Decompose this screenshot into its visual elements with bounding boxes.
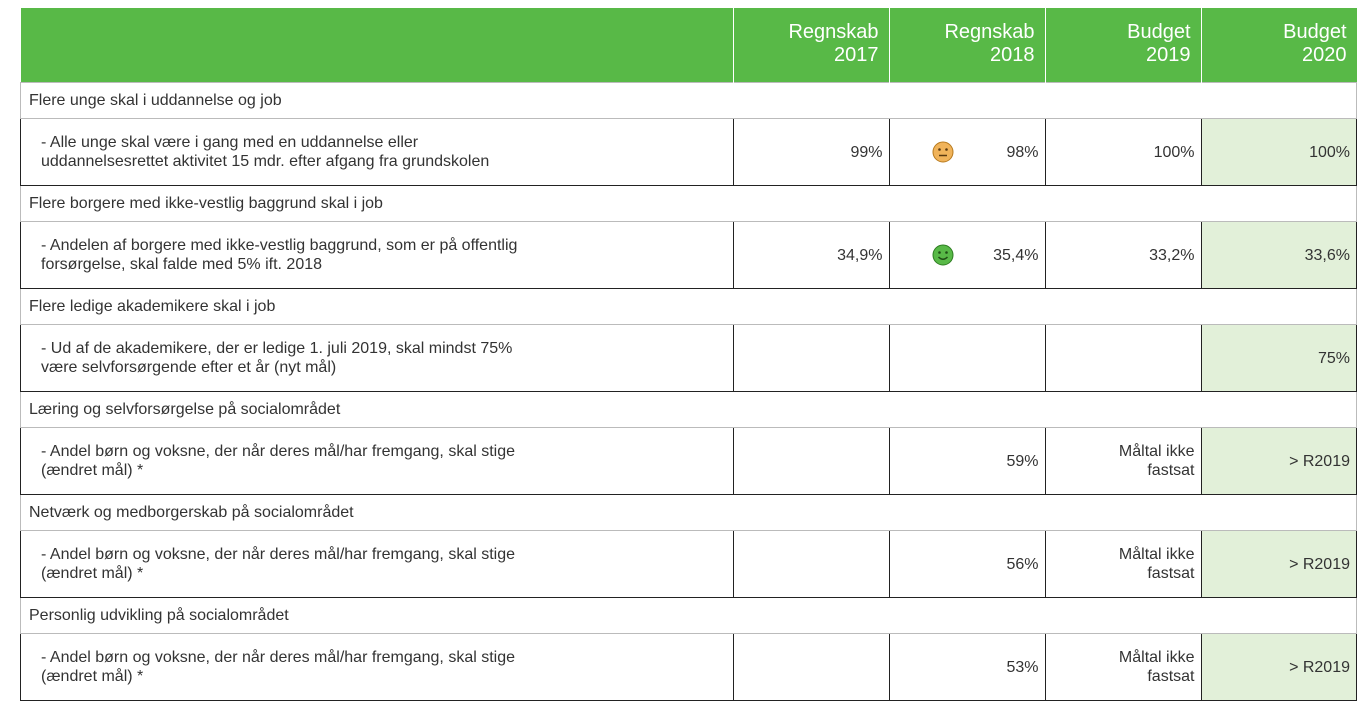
header-cell bbox=[20, 8, 733, 83]
status-icon bbox=[932, 244, 953, 266]
empty-cell bbox=[732, 427, 890, 495]
section-row: Netværk og medborgerskab på socialområde… bbox=[20, 494, 1357, 531]
value-cell: 33,2% bbox=[1044, 221, 1202, 289]
goal-label: - Andel børn og voksne, der når deres må… bbox=[20, 530, 734, 598]
goal-row: - Andel børn og voksne, der når deres må… bbox=[20, 427, 1357, 495]
value-cell: > R2019 bbox=[1200, 530, 1357, 598]
section-title: Personlig udvikling på socialområdet bbox=[20, 597, 1357, 634]
empty-cell bbox=[732, 530, 890, 598]
goal-label: - Ud af de akademikere, der er ledige 1.… bbox=[20, 324, 734, 392]
status-icon bbox=[932, 141, 953, 163]
goal-label: - Andel børn og voksne, der når deres må… bbox=[20, 633, 734, 701]
section-title: Netværk og medborgerskab på socialområde… bbox=[20, 494, 1357, 531]
empty-cell bbox=[732, 324, 890, 392]
goal-row: - Alle unge skal være i gang med en udda… bbox=[20, 118, 1357, 186]
value-cell: 99% bbox=[732, 118, 890, 186]
value-cell: Måltal ikke fastsat bbox=[1044, 530, 1202, 598]
header-row: Regnskab 2017 Regnskab 2018 Budget 2019 Bud… bbox=[20, 8, 1357, 83]
section-row: Flere ledige akademikere skal i job bbox=[20, 288, 1357, 325]
table-body: Flere unge skal i uddannelse og job - All… bbox=[20, 82, 1357, 701]
goal-label: - Alle unge skal være i gang med en udda… bbox=[20, 118, 734, 186]
column-header: Budget 2020 bbox=[1200, 8, 1357, 83]
value-cell: > R2019 bbox=[1200, 633, 1357, 701]
value-cell: 33,6% bbox=[1200, 221, 1357, 289]
value-cell: 56% bbox=[888, 530, 1046, 598]
section-title: Flere ledige akademikere skal i job bbox=[20, 288, 1357, 325]
goal-row: - Andelen af borgere med ikke-vestlig ba… bbox=[20, 221, 1357, 289]
value-cell: 98% bbox=[888, 118, 1046, 186]
value-cell: 59% bbox=[888, 427, 1046, 495]
goal-row: - Andel børn og voksne, der når deres må… bbox=[20, 530, 1357, 598]
section-title: Læring og selvforsørgelse på socialområd… bbox=[20, 391, 1357, 428]
value-cell: 75% bbox=[1200, 324, 1357, 392]
section-row: Flere unge skal i uddannelse og job bbox=[20, 82, 1357, 119]
value-cell: 100% bbox=[1200, 118, 1357, 186]
value-cell: > R2019 bbox=[1200, 427, 1357, 495]
goal-row: - Ud af de akademikere, der er ledige 1.… bbox=[20, 324, 1357, 392]
section-row: Flere borgere med ikke-vestlig baggrund … bbox=[20, 185, 1357, 222]
empty-cell bbox=[888, 324, 1046, 392]
goals-table: Regnskab 2017 Regnskab 2018 Budget 2019 Bud… bbox=[20, 8, 1357, 701]
goal-label: - Andel børn og voksne, der når deres må… bbox=[20, 427, 734, 495]
value-cell: 100% bbox=[1044, 118, 1202, 186]
value-cell: 35,4% bbox=[888, 221, 1046, 289]
section-title: Flere borgere med ikke-vestlig baggrund … bbox=[20, 185, 1357, 222]
empty-cell bbox=[732, 633, 890, 701]
section-row: Personlig udvikling på socialområdet bbox=[20, 597, 1357, 634]
section-title: Flere unge skal i uddannelse og job bbox=[20, 82, 1357, 119]
goal-row: - Andel børn og voksne, der når deres må… bbox=[20, 633, 1357, 701]
value-cell: Måltal ikke fastsat bbox=[1044, 633, 1202, 701]
column-header: Regnskab 2018 bbox=[888, 8, 1045, 83]
empty-cell bbox=[1044, 324, 1202, 392]
value-cell: 53% bbox=[888, 633, 1046, 701]
column-header: Budget 2019 bbox=[1044, 8, 1201, 83]
column-header: Regnskab 2017 bbox=[732, 8, 889, 83]
section-row: Læring og selvforsørgelse på socialområd… bbox=[20, 391, 1357, 428]
goal-label: - Andelen af borgere med ikke-vestlig ba… bbox=[20, 221, 734, 289]
value-cell: 34,9% bbox=[732, 221, 890, 289]
value-cell: Måltal ikke fastsat bbox=[1044, 427, 1202, 495]
